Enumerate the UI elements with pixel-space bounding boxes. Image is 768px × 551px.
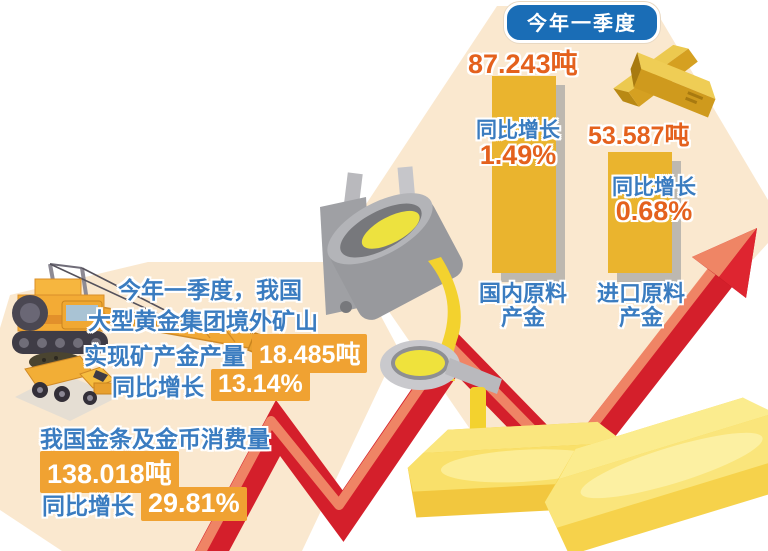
- bar-imported-gold: [608, 152, 672, 273]
- bar2-value: 53.587吨: [588, 122, 690, 150]
- dump-truck-icon: [15, 352, 118, 421]
- overseas-line3: 实现矿产金产量 18.485吨: [84, 334, 368, 373]
- overseas-line4: 同比增长 13.14%: [112, 368, 310, 402]
- bar1-growth-label: 同比增长: [476, 119, 560, 142]
- consumption-line1: 我国金条及金币消费量: [40, 426, 270, 452]
- consumption-value: 138.018吨: [40, 451, 179, 493]
- quarter-badge: 今年一季度: [504, 2, 660, 43]
- gold-bars-small-illustration: [613, 44, 716, 118]
- bar1-value: 87.243吨: [468, 49, 578, 79]
- bar1-name: 国内原料 产金: [478, 281, 567, 330]
- bar-domestic-gold: [492, 76, 556, 273]
- overseas-line3-value: 18.485吨: [252, 334, 368, 373]
- consumption-growth: 同比增长 29.81%: [42, 487, 247, 521]
- bar2-name: 进口原料 产金: [596, 281, 685, 330]
- overseas-line2: 大型黄金集团境外矿山: [88, 308, 318, 334]
- crucible-pour-illustration: [320, 166, 502, 447]
- overseas-line4-value: 13.14%: [211, 369, 310, 401]
- consumption-growth-label: 同比增长: [42, 493, 134, 519]
- overseas-line1: 今年一季度，我国: [118, 277, 302, 303]
- bar2-growth-label: 同比增长: [612, 176, 696, 199]
- bar2-growth-value: 0.68%: [615, 196, 693, 226]
- bar1-growth-value: 1.49%: [479, 140, 557, 170]
- overseas-line3-label: 实现矿产金产量: [84, 342, 245, 369]
- consumption-growth-value: 29.81%: [141, 487, 247, 521]
- overseas-line4-label: 同比增长: [112, 374, 204, 400]
- mining-machinery-illustration: [12, 263, 290, 421]
